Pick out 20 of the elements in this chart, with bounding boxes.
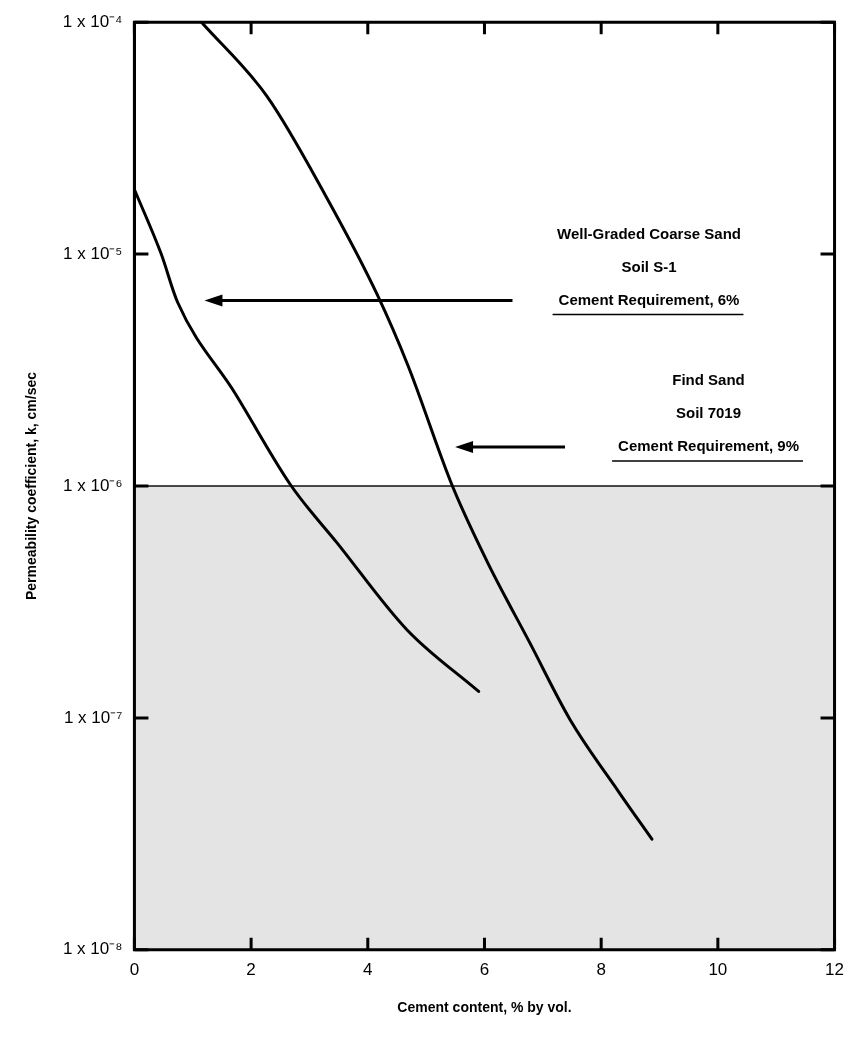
x-tick-label: 0 xyxy=(129,959,140,979)
x-tick-label: 12 xyxy=(825,959,845,979)
annotation: Cement Requirement, 9% xyxy=(618,437,799,455)
x-tick-label: 4 xyxy=(363,959,373,979)
annotation: Find Sand xyxy=(672,371,745,389)
y-tick-label: 1 x 10⁻⁴ xyxy=(62,11,123,31)
y-tick-label: 1 x 10⁻⁶ xyxy=(63,475,123,495)
x-tick-label: 6 xyxy=(479,959,490,979)
x-tick-label: 2 xyxy=(246,959,256,979)
y-axis-title: Permeability coefficient, k, cm/sec xyxy=(23,371,40,600)
x-tick-label: 8 xyxy=(596,959,606,979)
y-tick-label: 1 x 10⁻⁷ xyxy=(63,707,123,727)
annotation: Well-Graded Coarse Sand xyxy=(557,224,741,242)
x-tick-label: 10 xyxy=(708,959,728,979)
annotation: Cement Requirement, 6% xyxy=(558,290,740,308)
y-tick-label: 1 x 10⁻⁵ xyxy=(63,243,123,263)
annotation: Soil 7019 xyxy=(676,404,742,422)
y-tick-label: 1 x 10⁻⁸ xyxy=(62,939,123,959)
annotation: Soil S-1 xyxy=(621,257,677,275)
x-axis-title: Cement content, % by vol. xyxy=(397,999,572,1016)
